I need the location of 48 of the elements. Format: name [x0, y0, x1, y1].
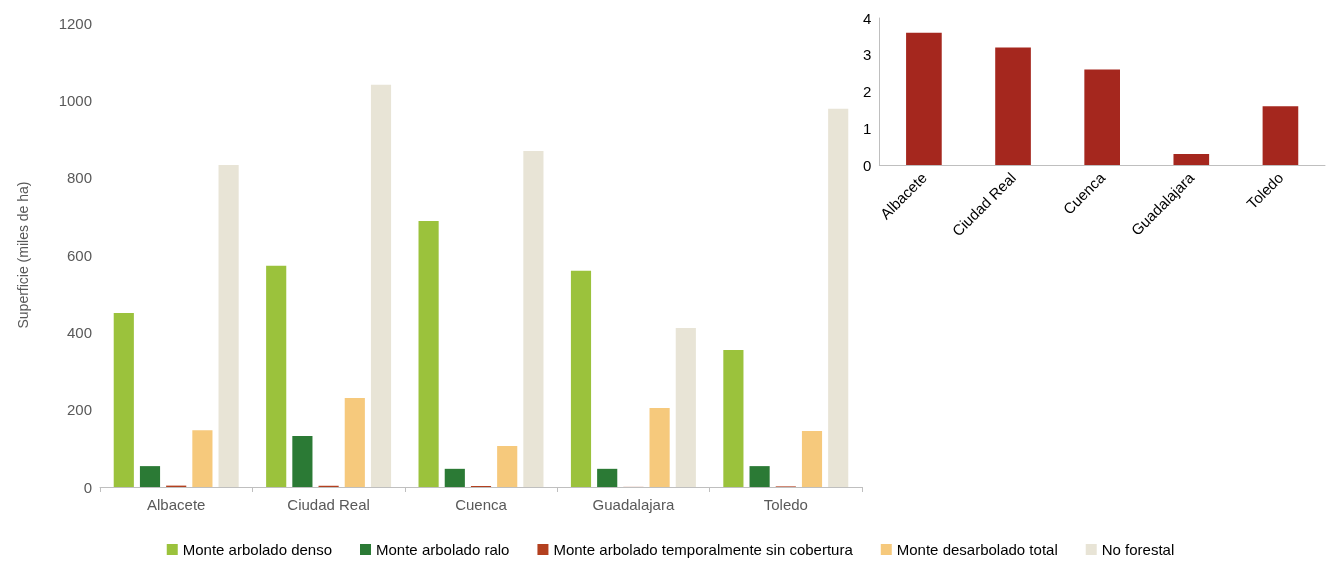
bar [266, 265, 287, 487]
y-tick-label: 600 [66, 246, 92, 264]
bar [649, 408, 670, 487]
legend-label: Monte arbolado denso [182, 541, 333, 558]
bar [995, 47, 1031, 165]
bar [597, 468, 618, 487]
bar [218, 164, 239, 487]
bar [418, 220, 439, 487]
y-tick-label: 1 [863, 119, 872, 137]
bar [675, 328, 696, 487]
bar [801, 430, 823, 487]
bar [723, 350, 744, 487]
bar [139, 466, 161, 487]
bar [1084, 69, 1120, 165]
legend-label: Monte arbolado temporalmente sin cobertura [553, 541, 854, 558]
bar [1262, 106, 1299, 165]
x-tick-label: Cuenca [455, 496, 508, 513]
legend-label: Monte desarbolado total [896, 541, 1058, 558]
bar [1173, 153, 1210, 165]
bar [113, 313, 134, 487]
legend-label: Monte arbolado ralo [376, 541, 510, 558]
y-tick-label: 200 [66, 401, 92, 419]
bar [192, 430, 213, 487]
bar [749, 466, 770, 487]
bar [570, 270, 592, 487]
legend-label: No forestal [1101, 541, 1175, 558]
bar [497, 446, 518, 487]
bar [906, 32, 942, 165]
bar [828, 108, 849, 487]
x-tick-label: Ciudad Real [287, 496, 370, 513]
bar [523, 150, 544, 487]
y-tick-label: 2 [863, 83, 872, 100]
y-tick-label: 3 [863, 46, 872, 64]
x-tick-label: Guadalajara [592, 496, 675, 513]
y-axis-title: Superficie (miles de ha) [15, 181, 31, 329]
y-tick-label: 0 [83, 478, 92, 496]
x-tick-label: Toledo [763, 496, 808, 513]
y-tick-label: 1000 [58, 91, 92, 109]
y-tick-label: 1200 [58, 14, 92, 32]
y-tick-label: 800 [66, 169, 92, 187]
bar [444, 468, 465, 487]
bar [292, 435, 313, 487]
x-tick-label: Albacete [147, 496, 206, 513]
y-tick-label: 4 [863, 9, 872, 27]
bar [344, 398, 365, 487]
y-tick-label: 400 [66, 323, 92, 341]
bar [370, 84, 392, 487]
y-tick-label: 0 [863, 156, 872, 174]
